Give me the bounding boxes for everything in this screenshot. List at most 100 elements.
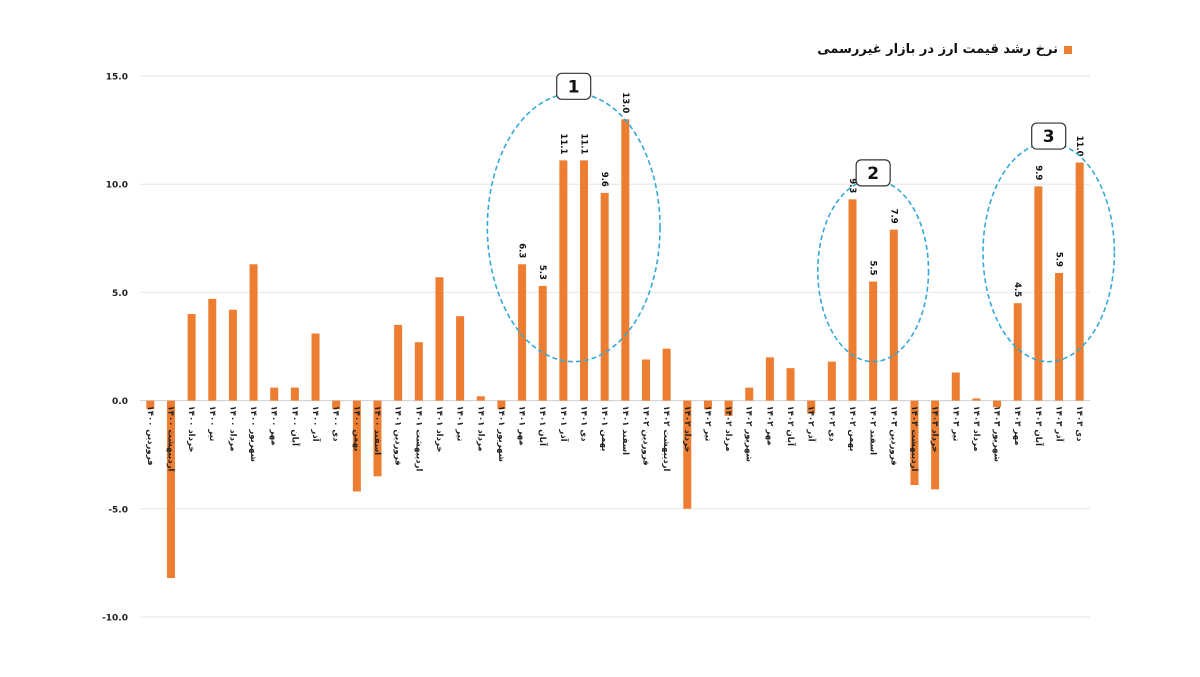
bar xyxy=(703,400,712,410)
bar xyxy=(993,400,1002,408)
data-labels: 6.3 5.3 11.1 11.1 9.6 13.0 9.3 5.5 7.9 4.5 9.9 5.9 1… xyxy=(517,92,1085,297)
annotation-number-box xyxy=(556,72,592,100)
data-label: 13.0 xyxy=(620,92,630,113)
x-tick-label: مهر ۱۴۰۰ xyxy=(269,406,279,446)
data-label: 5.9 xyxy=(1054,252,1064,267)
bar xyxy=(889,229,898,401)
bar xyxy=(166,400,175,579)
bar xyxy=(497,400,506,410)
y-tick-label: -5.0 xyxy=(108,505,128,515)
bar xyxy=(662,348,671,401)
x-tick-label: اردیبهشت ۱۴۰۲ xyxy=(661,406,671,472)
x-tick-label: مرداد ۱۴۰۳ xyxy=(971,406,981,452)
bar xyxy=(414,342,423,401)
bar xyxy=(1034,186,1043,401)
x-tick-label: مرداد ۱۴۰۱ xyxy=(475,406,485,452)
x-tick-label: خرداد ۱۴۰۱ xyxy=(434,406,444,453)
x-tick-label: فروردین ۱۴۰۰ xyxy=(145,406,155,466)
bar xyxy=(559,160,568,401)
x-tick-label: آبان ۱۴۰۲ xyxy=(785,406,797,447)
data-label: 9.6 xyxy=(599,172,609,187)
highlight-ellipse xyxy=(486,92,661,363)
bar xyxy=(352,400,361,492)
data-label: 6.3 xyxy=(517,243,527,258)
bar xyxy=(972,398,981,401)
bar xyxy=(910,400,919,485)
bar xyxy=(765,357,774,401)
x-tick-label: مهر ۱۴۰۲ xyxy=(764,406,774,446)
highlight-ellipse xyxy=(982,142,1116,363)
annotation-number: 3 xyxy=(1043,127,1055,147)
x-tick-label: خرداد ۱۴۰۳ xyxy=(930,406,940,453)
x-tick-label: خرداد ۱۴۰۰ xyxy=(186,406,196,453)
data-label: 4.5 xyxy=(1012,282,1022,297)
annotation-number: 1 xyxy=(568,77,580,97)
x-tick-label: فروردین ۱۴۰۱ xyxy=(393,406,403,466)
bar xyxy=(1013,303,1022,401)
annotation-number-box xyxy=(855,159,891,187)
x-tick-label: شهریور ۱۴۰۰ xyxy=(248,406,258,462)
x-axis-tick-labels: فروردین ۱۴۰۰ اردیبهشت ۱۴۰۰ خرداد ۱۴۰۰ تیر ۱… xyxy=(145,406,1084,472)
bar xyxy=(1075,162,1084,401)
bar xyxy=(311,333,320,401)
bar xyxy=(724,400,733,416)
bar xyxy=(270,387,279,401)
x-tick-label: اردیبهشت ۱۴۰۱ xyxy=(413,406,423,472)
bar xyxy=(621,119,630,401)
bars xyxy=(146,119,1084,579)
bar xyxy=(600,192,609,401)
x-tick-label: مهر ۱۴۰۳ xyxy=(1012,406,1022,446)
bar xyxy=(869,281,878,401)
bar xyxy=(538,285,547,401)
x-tick-label: آذر ۱۴۰۰ xyxy=(310,406,322,443)
x-tick-label: آذر ۱۴۰۱ xyxy=(558,406,570,443)
legend-swatch xyxy=(1064,45,1072,54)
bar xyxy=(683,400,692,509)
x-tick-label: مرداد ۱۴۰۲ xyxy=(723,406,733,452)
data-label: 5.5 xyxy=(868,261,878,276)
y-tick-label: 0.0 xyxy=(112,397,128,407)
bar xyxy=(476,396,485,401)
gridlines xyxy=(140,75,1090,618)
y-tick-label: 10.0 xyxy=(106,181,128,191)
x-tick-label: خرداد ۱۴۰۲ xyxy=(682,406,692,453)
x-tick-label: دی ۱۴۰۱ xyxy=(579,406,589,443)
x-tick-label: اسفند ۱۴۰۱ xyxy=(620,406,630,456)
bar xyxy=(456,316,465,401)
x-tick-label: مهر ۱۴۰۱ xyxy=(517,406,527,446)
x-tick-label: دی ۱۴۰۰ xyxy=(331,406,341,443)
data-label: 7.9 xyxy=(888,209,898,224)
x-tick-label: دی ۱۴۰۳ xyxy=(1074,406,1084,443)
bar xyxy=(1055,272,1064,401)
legend: نرخ رشد قیمت ارز در بازار غیررسمی xyxy=(817,42,1072,57)
bar xyxy=(146,400,155,410)
bar xyxy=(187,314,196,401)
x-tick-label: شهریور ۱۴۰۲ xyxy=(744,406,754,462)
bar xyxy=(373,400,382,477)
bar xyxy=(580,160,589,401)
annotation-number-box xyxy=(1031,122,1067,150)
x-tick-label: تیر ۱۴۰۳ xyxy=(950,406,960,442)
data-label: 11.1 xyxy=(558,133,568,154)
legend-label: نرخ رشد قیمت ارز در بازار غیررسمی xyxy=(817,42,1058,57)
x-tick-label: شهریور ۱۴۰۳ xyxy=(992,406,1002,462)
y-axis-tick-labels: 15.0 10.0 5.0 0.0 -5.0 -10.0 xyxy=(102,73,128,624)
x-tick-label: آبان ۱۴۰۳ xyxy=(1033,406,1045,447)
data-label: 11.0 xyxy=(1074,136,1084,157)
bar xyxy=(435,277,444,401)
x-tick-label: فروردین ۱۴۰۲ xyxy=(640,406,650,466)
x-tick-label: فروردین ۱۴۰۳ xyxy=(888,406,898,466)
bar xyxy=(807,400,816,414)
bar xyxy=(394,324,403,401)
bar xyxy=(249,264,258,401)
x-tick-label: تیر ۱۴۰۲ xyxy=(702,406,712,442)
x-tick-label: اسفند ۱۴۰۰ xyxy=(372,406,382,456)
bar xyxy=(290,387,299,401)
data-label: 9.9 xyxy=(1033,165,1043,180)
bar xyxy=(228,309,237,401)
data-label: 9.3 xyxy=(847,178,857,193)
y-tick-label: 15.0 xyxy=(106,73,128,83)
bar xyxy=(641,359,650,401)
x-tick-label: تیر ۱۴۰۱ xyxy=(455,406,465,442)
